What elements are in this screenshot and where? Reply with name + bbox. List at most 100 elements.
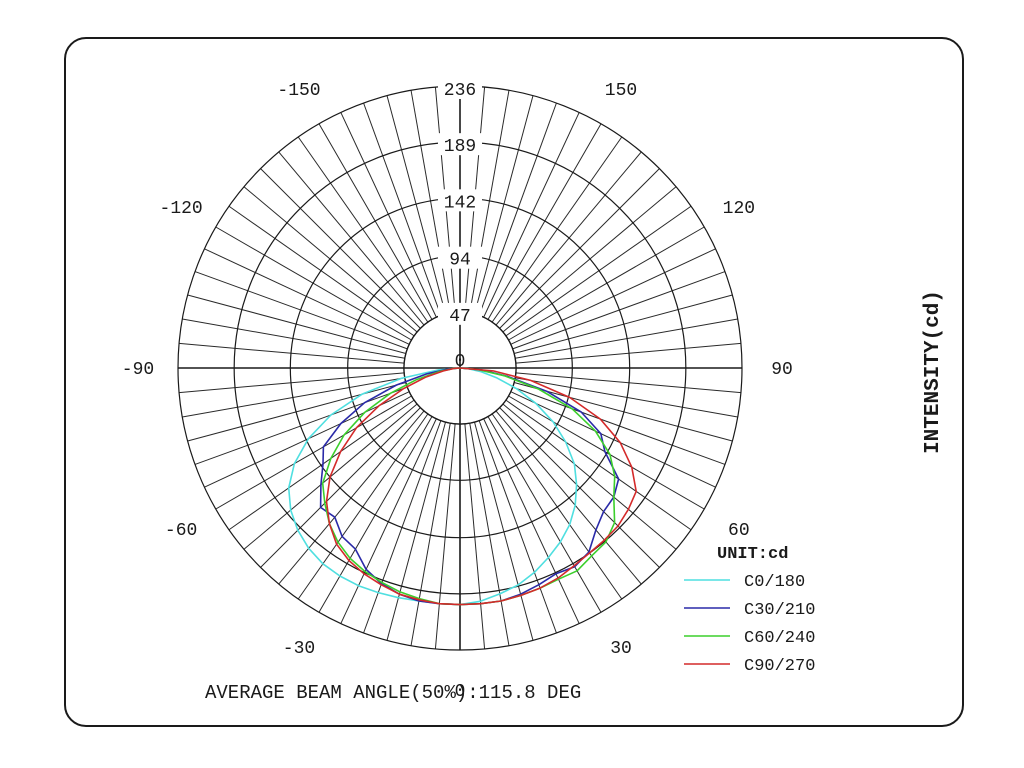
grid-spoke	[515, 318, 738, 359]
grid-spoke	[512, 271, 726, 350]
grid-spoke	[386, 95, 446, 315]
grid-spoke	[434, 423, 456, 649]
grid-spoke	[483, 418, 580, 624]
grid-spoke	[513, 294, 733, 354]
grid-spoke	[228, 205, 415, 337]
grid-spoke	[495, 410, 642, 585]
grid-spoke	[502, 403, 677, 550]
grid-spoke	[487, 123, 602, 320]
grid-spoke	[474, 95, 534, 315]
grid-spoke	[487, 416, 602, 613]
grid-spoke	[228, 399, 415, 531]
grid-spoke	[386, 421, 446, 641]
grid-spoke	[464, 423, 486, 649]
grid-spoke	[495, 151, 642, 326]
grid-spoke	[510, 248, 716, 345]
grid-spoke	[182, 377, 405, 418]
grid-spoke	[474, 421, 534, 641]
radial-tick-backdrop	[438, 189, 482, 212]
legend-label: C60/240	[744, 629, 815, 648]
grid-spoke	[194, 271, 408, 350]
grid-spoke	[505, 205, 692, 337]
angle-label: -60	[165, 521, 197, 541]
grid-spoke	[260, 407, 421, 568]
grid-spoke	[410, 90, 451, 313]
radial-tick-label: 142	[444, 193, 476, 213]
radial-tick-label: 236	[444, 81, 476, 101]
grid-spoke	[512, 386, 726, 465]
grid-spoke	[204, 248, 410, 345]
grid-spoke	[508, 395, 705, 510]
angle-label: 30	[610, 639, 632, 659]
grid-spoke	[187, 294, 407, 354]
legend-label: C90/270	[744, 657, 815, 676]
radial-tick-backdrop	[438, 302, 482, 325]
radial-tick-label: 189	[444, 137, 476, 157]
beam-angle-footer: AVERAGE BEAM ANGLE(50%):115.8 DEG	[205, 682, 581, 704]
grid-spoke	[469, 90, 510, 313]
legend: UNIT:cd C0/180 C30/210 C60/240 C90/270	[684, 545, 815, 676]
grid-spoke	[340, 112, 437, 318]
angle-label: 150	[605, 81, 637, 101]
grid-spoke	[469, 423, 510, 646]
grid-spoke	[515, 377, 738, 418]
angle-label: -90	[122, 360, 154, 380]
angle-label: 90	[771, 360, 793, 380]
grid-spoke	[297, 413, 429, 600]
grid-spoke	[260, 168, 421, 329]
grid-spoke	[179, 342, 405, 364]
grid-spoke	[204, 391, 410, 488]
grid-spoke	[499, 407, 660, 568]
series-curve	[319, 367, 620, 606]
angle-label: -120	[160, 199, 203, 219]
grid-spoke	[478, 420, 557, 634]
grid-spoke	[502, 186, 677, 333]
grid-spoke	[483, 112, 580, 318]
radial-tick-label: 47	[449, 307, 471, 327]
grid-spoke	[318, 416, 433, 613]
grid-spoke	[194, 386, 408, 465]
radial-tick-backdrop	[438, 77, 482, 99]
legend-label: C0/180	[744, 573, 805, 592]
legend-label: C30/210	[744, 601, 815, 620]
angle-label: 60	[728, 521, 750, 541]
grid-spoke	[182, 318, 405, 359]
series-curves	[287, 367, 638, 606]
grid-spoke	[515, 342, 741, 364]
radial-tick-label: 0	[455, 352, 466, 372]
grid-spoke	[505, 399, 692, 531]
radial-tick-backdrop	[438, 246, 482, 269]
grid-spoke	[491, 413, 623, 600]
grid-spoke	[410, 423, 451, 646]
grid-spoke	[513, 382, 733, 442]
grid-spoke	[363, 420, 442, 634]
grid-spoke	[499, 168, 660, 329]
angle-and-radial-labels: 0 47 94 142 189 236 0 30 -30 60 -60 90 -90 120 -120 150…	[122, 77, 793, 702]
grid-spoke	[510, 391, 716, 488]
grid-spoke	[318, 123, 433, 320]
grid-spoke	[215, 395, 412, 510]
angle-label: 0	[455, 682, 466, 702]
angle-label: -30	[283, 639, 315, 659]
radial-tick-backdrop	[438, 133, 482, 156]
series-curve	[325, 367, 638, 606]
angle-label: -150	[277, 81, 320, 101]
radial-tick-label: 94	[449, 251, 471, 271]
grid-spoke	[340, 418, 437, 624]
polar-grid	[177, 85, 743, 651]
grid-spoke	[297, 136, 429, 323]
grid-spoke	[278, 410, 425, 585]
grid-spoke	[278, 151, 425, 326]
grid-spoke	[179, 372, 405, 394]
grid-spoke	[491, 136, 623, 323]
grid-spoke	[187, 382, 407, 442]
grid-spoke	[363, 102, 442, 316]
grid-spoke	[243, 186, 418, 333]
grid-spoke	[515, 372, 741, 394]
y-axis-label: INTENSITY(cd)	[922, 290, 945, 454]
grid-spoke	[478, 102, 557, 316]
grid-spoke	[215, 226, 412, 341]
angle-label: 120	[723, 199, 755, 219]
grid-spoke	[508, 226, 705, 341]
